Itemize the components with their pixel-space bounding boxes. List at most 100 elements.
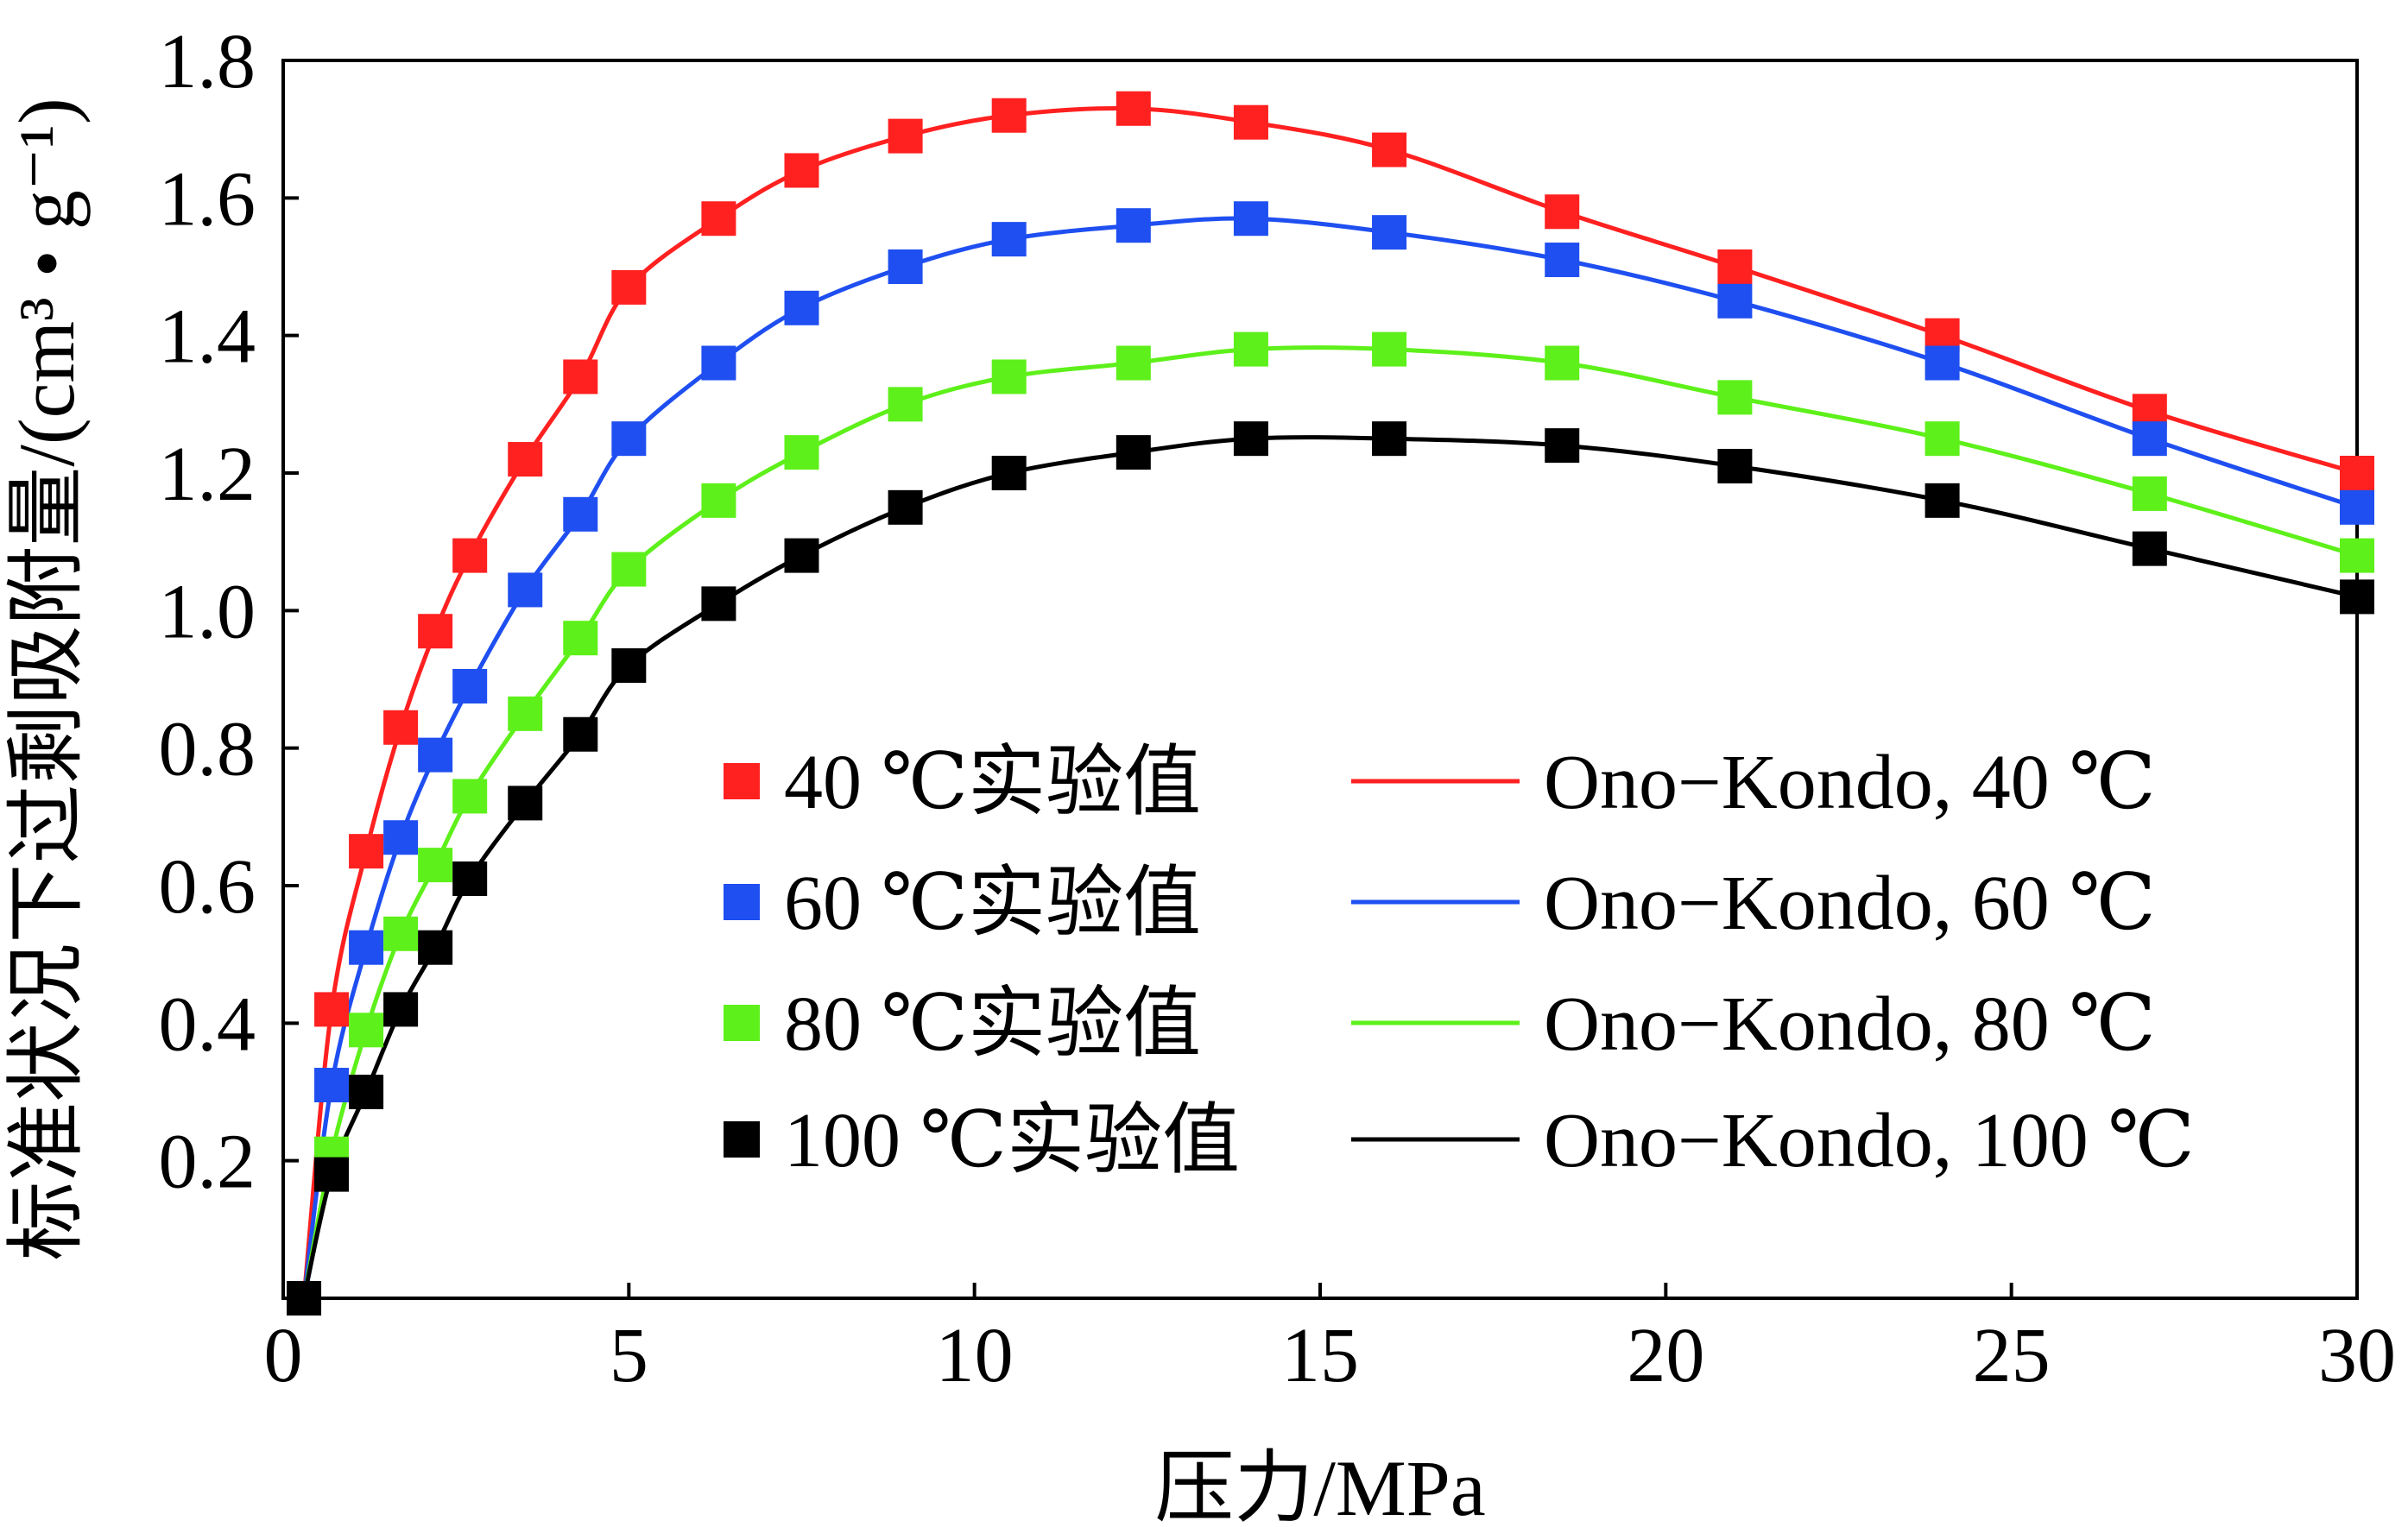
y-axis-title: 标准状况下过剩吸附量/(cm³ • g⁻¹) — [3, 98, 91, 1260]
y-tick-label: 0.4 — [159, 981, 256, 1067]
legend-label: Ono−Kondo, 60 ℃ — [1544, 861, 2156, 946]
marker-series-0 — [418, 614, 453, 649]
marker-series-3 — [701, 586, 736, 622]
marker-series-2 — [383, 916, 419, 951]
marker-series-3 — [418, 930, 453, 965]
x-tick-label: 5 — [610, 1313, 648, 1398]
marker-series-2 — [418, 848, 453, 883]
marker-series-3 — [2132, 531, 2167, 566]
marker-series-1 — [1925, 345, 1960, 381]
legend: 40 ℃实验值 60 ℃实验值 80 ℃实验值 100 ℃实验值 Ono−Kondo, … — [724, 740, 2195, 1183]
marker-series-2 — [611, 552, 647, 587]
marker-series-2 — [2132, 476, 2167, 511]
marker-series-1 — [563, 496, 598, 532]
y-tick-label: 1.6 — [159, 156, 256, 242]
marker-series-0 — [1372, 132, 1407, 167]
marker-series-3 — [888, 489, 923, 525]
marker-series-3 — [1545, 428, 1580, 464]
marker-series-2 — [1925, 421, 1960, 457]
marker-series-1 — [888, 249, 923, 284]
marker-series-0 — [383, 710, 419, 745]
marker-series-2 — [452, 779, 488, 814]
marker-series-1 — [1717, 283, 1753, 319]
marker-series-1 — [701, 345, 736, 381]
legend-marker — [724, 1121, 760, 1158]
marker-series-0 — [349, 834, 384, 869]
marker-series-2 — [991, 359, 1027, 394]
data-markers — [287, 91, 2374, 1316]
marker-series-3 — [1717, 449, 1753, 484]
marker-series-3 — [287, 1281, 322, 1316]
marker-series-2 — [1717, 380, 1753, 415]
axis-ticks — [281, 59, 2359, 1298]
marker-series-0 — [701, 201, 736, 237]
marker-series-2 — [784, 435, 819, 470]
marker-series-0 — [1116, 91, 1151, 126]
x-tick-label: 20 — [1627, 1313, 1704, 1398]
marker-series-3 — [508, 786, 543, 821]
marker-series-3 — [1372, 421, 1407, 457]
marker-series-3 — [563, 716, 598, 752]
marker-series-2 — [563, 621, 598, 656]
marker-series-3 — [383, 992, 419, 1027]
marker-series-3 — [784, 538, 819, 573]
marker-series-2 — [2340, 538, 2374, 573]
y-tick-label: 0.8 — [159, 707, 256, 792]
marker-series-3 — [1116, 435, 1151, 470]
marker-series-1 — [383, 820, 419, 855]
legend-label: 60 ℃实验值 — [784, 861, 1201, 946]
y-tick-label: 0.2 — [159, 1120, 256, 1205]
marker-series-0 — [452, 538, 488, 573]
x-tick-label: 0 — [264, 1313, 303, 1398]
marker-series-2 — [1233, 331, 1268, 367]
x-tick-label: 30 — [2318, 1313, 2396, 1398]
legend-label: 80 ℃实验值 — [784, 981, 1201, 1067]
x-tick-label: 25 — [1973, 1313, 2051, 1398]
marker-series-1 — [508, 572, 543, 608]
legend-label: Ono−Kondo, 40 ℃ — [1544, 740, 2156, 825]
marker-series-1 — [611, 421, 647, 457]
marker-series-0 — [611, 269, 647, 305]
marker-series-0 — [784, 153, 819, 188]
legend-label: Ono−Kondo, 80 ℃ — [1544, 981, 2156, 1067]
marker-series-0 — [563, 359, 598, 394]
marker-series-0 — [1545, 194, 1580, 230]
legend-marker — [724, 884, 760, 920]
tick-labels: 0 5 10 15 20 25 30 0.2 0.4 0.6 0.8 1.0 1.2 1.4 1.6 1.8 — [159, 19, 2397, 1398]
x-tick-label: 10 — [936, 1313, 1014, 1398]
y-tick-label: 1.4 — [159, 294, 256, 380]
marker-series-1 — [418, 737, 453, 773]
legend-label: 100 ℃实验值 — [784, 1098, 1240, 1183]
marker-series-0 — [2340, 456, 2374, 490]
marker-series-1 — [349, 930, 384, 965]
marker-series-1 — [1545, 243, 1580, 278]
x-tick-label: 15 — [1281, 1313, 1359, 1398]
marker-series-3 — [991, 456, 1027, 490]
marker-series-1 — [2340, 489, 2374, 525]
marker-series-1 — [2132, 421, 2167, 457]
marker-series-1 — [452, 668, 488, 704]
y-tick-label: 1.2 — [159, 432, 256, 517]
legend-label: 40 ℃实验值 — [784, 740, 1201, 825]
marker-series-0 — [991, 98, 1027, 133]
marker-series-1 — [1116, 208, 1151, 243]
marker-series-3 — [349, 1075, 384, 1109]
legend-label: Ono−Kondo, 100 ℃ — [1544, 1098, 2195, 1183]
marker-series-3 — [2340, 579, 2374, 615]
marker-series-3 — [611, 648, 647, 684]
marker-series-2 — [1545, 345, 1580, 381]
marker-series-2 — [349, 1013, 384, 1048]
y-tick-label: 1.8 — [159, 19, 256, 104]
marker-series-3 — [452, 861, 488, 897]
marker-series-0 — [888, 118, 923, 154]
marker-series-0 — [508, 442, 543, 477]
marker-series-3 — [1233, 421, 1268, 457]
legend-marker — [724, 1005, 760, 1041]
y-tick-label: 0.6 — [159, 844, 256, 930]
marker-series-0 — [1717, 249, 1753, 284]
marker-series-1 — [1233, 201, 1268, 237]
marker-series-2 — [1116, 345, 1151, 381]
marker-series-3 — [314, 1157, 350, 1192]
legend-marker — [724, 763, 760, 799]
marker-series-1 — [1372, 215, 1407, 250]
